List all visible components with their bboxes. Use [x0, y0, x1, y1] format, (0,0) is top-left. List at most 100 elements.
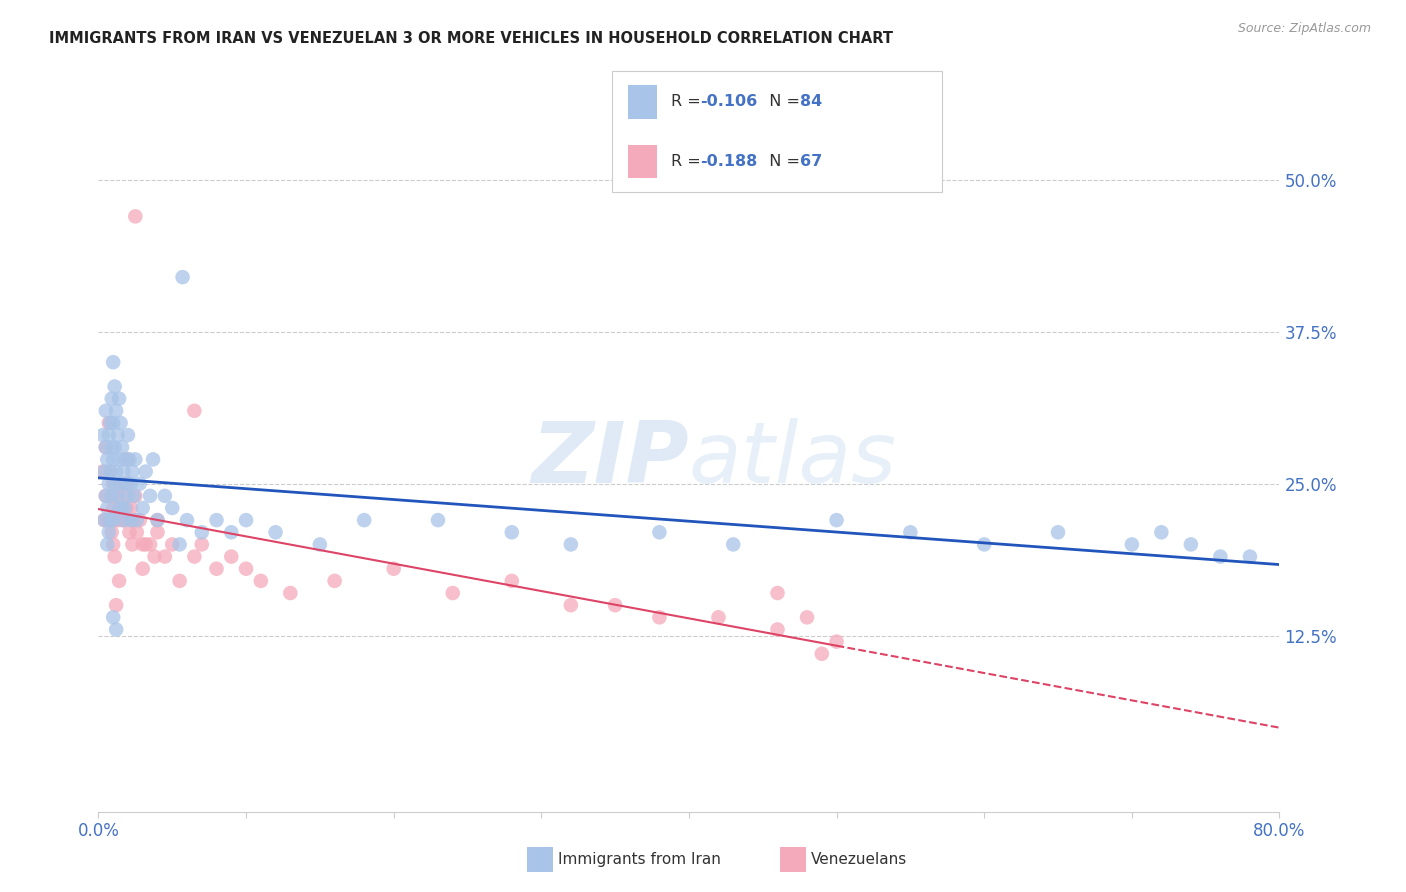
Point	[142, 452, 165, 467]
Point	[96, 500, 118, 515]
Point	[135, 465, 157, 479]
Point	[125, 513, 148, 527]
Point	[93, 465, 115, 479]
Point	[125, 525, 148, 540]
Point	[121, 465, 143, 479]
Point	[132, 500, 155, 515]
Point	[110, 500, 132, 515]
Point	[122, 489, 145, 503]
Point	[114, 513, 136, 527]
Point	[105, 465, 128, 479]
Text: Source: ZipAtlas.com: Source: ZipAtlas.com	[1237, 22, 1371, 36]
Text: 67: 67	[800, 154, 823, 169]
Point	[1239, 549, 1261, 564]
Point	[103, 452, 125, 467]
Point	[135, 537, 157, 551]
Point	[825, 634, 848, 648]
Point	[183, 549, 205, 564]
Point	[146, 525, 169, 540]
Text: Venezuelans: Venezuelans	[811, 853, 907, 867]
Point	[1150, 525, 1173, 540]
Point	[98, 465, 121, 479]
Point	[110, 416, 132, 430]
Point	[118, 525, 141, 540]
Point	[124, 452, 146, 467]
Point	[124, 210, 146, 224]
Point	[120, 476, 142, 491]
Point	[97, 476, 120, 491]
Point	[143, 549, 166, 564]
Point	[766, 586, 789, 600]
Point	[108, 500, 131, 515]
Point	[103, 610, 125, 624]
Point	[108, 452, 131, 467]
Point	[973, 537, 995, 551]
Text: IMMIGRANTS FROM IRAN VS VENEZUELAN 3 OR MORE VEHICLES IN HOUSEHOLD CORRELATION C: IMMIGRANTS FROM IRAN VS VENEZUELAN 3 OR …	[49, 31, 893, 46]
Point	[108, 392, 131, 406]
Point	[117, 428, 139, 442]
Point	[648, 525, 671, 540]
Point	[105, 623, 128, 637]
Point	[111, 500, 134, 515]
Point	[118, 452, 141, 467]
Text: R =: R =	[671, 154, 706, 169]
Point	[110, 476, 132, 491]
Point	[427, 513, 450, 527]
Point	[128, 513, 150, 527]
Point	[235, 513, 257, 527]
Point	[382, 562, 405, 576]
Point	[97, 428, 120, 442]
Point	[441, 586, 464, 600]
Point	[139, 489, 162, 503]
Point	[796, 610, 818, 624]
Point	[94, 440, 117, 454]
Point	[264, 525, 287, 540]
Point	[117, 489, 139, 503]
Point	[169, 574, 191, 588]
Point	[97, 416, 120, 430]
Point	[153, 489, 176, 503]
Point	[117, 452, 139, 467]
Point	[91, 465, 114, 479]
Point	[1121, 537, 1143, 551]
Text: atlas: atlas	[689, 417, 897, 501]
Point	[1180, 537, 1202, 551]
Point	[103, 500, 125, 515]
Point	[560, 598, 582, 612]
Point	[110, 476, 132, 491]
Point	[1209, 549, 1232, 564]
Point	[723, 537, 745, 551]
Point	[104, 549, 127, 564]
Point	[169, 537, 191, 551]
Point	[648, 610, 671, 624]
Point	[280, 586, 302, 600]
Point	[221, 525, 243, 540]
Point	[810, 647, 832, 661]
Point	[124, 489, 146, 503]
Point	[115, 500, 138, 515]
Point	[112, 513, 135, 527]
Point	[221, 549, 243, 564]
Point	[104, 476, 127, 491]
Point	[114, 452, 136, 467]
Point	[100, 489, 122, 503]
Point	[93, 513, 115, 527]
Point	[97, 525, 120, 540]
Point	[1046, 525, 1070, 540]
Text: ZIP: ZIP	[531, 417, 689, 501]
Point	[103, 355, 125, 369]
Point	[205, 562, 228, 576]
Point	[139, 537, 162, 551]
Point	[94, 404, 117, 418]
Point	[100, 489, 122, 503]
Point	[205, 513, 228, 527]
Point	[191, 525, 214, 540]
Point	[132, 537, 155, 551]
Point	[100, 392, 122, 406]
Point	[128, 476, 150, 491]
Point	[94, 440, 117, 454]
Point	[707, 610, 730, 624]
Point	[111, 440, 134, 454]
Point	[120, 513, 142, 527]
Point	[105, 489, 128, 503]
